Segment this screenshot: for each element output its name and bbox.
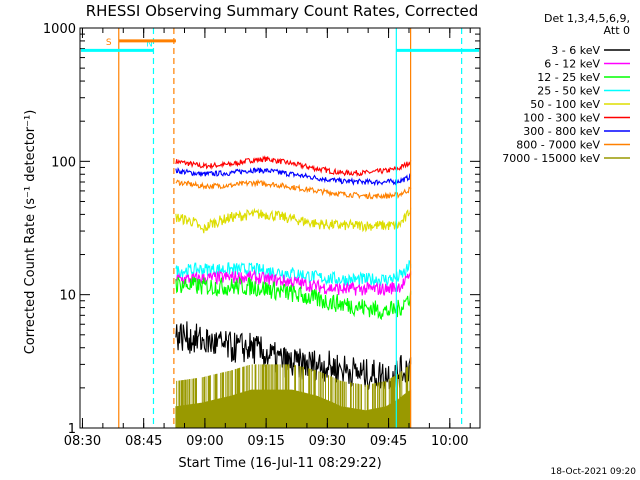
legend-entry-label: 7000 - 15000 keV — [502, 152, 600, 165]
annotations: NS — [81, 28, 479, 428]
series-line-5 — [175, 269, 412, 296]
series-line-3 — [175, 207, 412, 234]
legend-entry-label: 6 - 12 keV — [544, 58, 600, 71]
series-line-1 — [175, 166, 412, 187]
x-tick-label: 09:15 — [247, 434, 284, 449]
legend-header: Att 0 — [604, 24, 630, 37]
footer-timestamp: 18-Oct-2021 09:20 — [551, 467, 637, 477]
x-tick-label: 09:00 — [186, 434, 223, 449]
series-line-0 — [175, 155, 412, 178]
plot-frame — [79, 27, 481, 429]
y-tick-label: 1000 — [43, 22, 76, 37]
plot-area — [175, 155, 412, 428]
night-marker-label: N — [146, 39, 153, 49]
series-line-7 — [175, 321, 412, 392]
series-line-6 — [175, 276, 412, 321]
x-axis-label: Start Time (16-Jul-11 08:29:22) — [178, 456, 381, 471]
x-tick-label: 08:45 — [125, 434, 162, 449]
x-tick-label: 09:30 — [309, 434, 346, 449]
chart-title: RHESSI Observing Summary Count Rates, Co… — [86, 2, 479, 20]
legend-entry-label: 12 - 25 keV — [537, 71, 600, 84]
legend-entry-label: 100 - 300 keV — [523, 112, 600, 125]
saa-marker-label: S — [106, 38, 112, 48]
x-tick-label: 08:30 — [64, 434, 101, 449]
legend-entry-label: 50 - 100 keV — [530, 98, 600, 111]
series-line-2 — [175, 178, 412, 200]
legend-entry-label: 800 - 7000 keV — [516, 139, 600, 152]
legend-entry-label: 25 - 50 keV — [537, 85, 600, 98]
legend-entry-label: 3 - 6 keV — [551, 44, 600, 57]
y-tick-label: 100 — [51, 155, 76, 170]
y-axis-label: Corrected Count Rate (s⁻¹ detector⁻¹) — [23, 110, 38, 355]
legend-header: Det 1,3,4,5,6,9, — [544, 12, 630, 25]
y-tick-label: 1 — [68, 422, 76, 437]
x-tick-label: 10:00 — [431, 434, 468, 449]
x-tick-label: 09:45 — [370, 434, 407, 449]
axis-ticks: 08:30 08:45 09:00 09:15 09:30 09:45 10:00 1 10 10… — [43, 22, 480, 449]
y-tick-label: 10 — [59, 289, 76, 304]
legend-entry-label: 300 - 800 keV — [523, 125, 600, 138]
series-line-8 — [175, 364, 412, 428]
